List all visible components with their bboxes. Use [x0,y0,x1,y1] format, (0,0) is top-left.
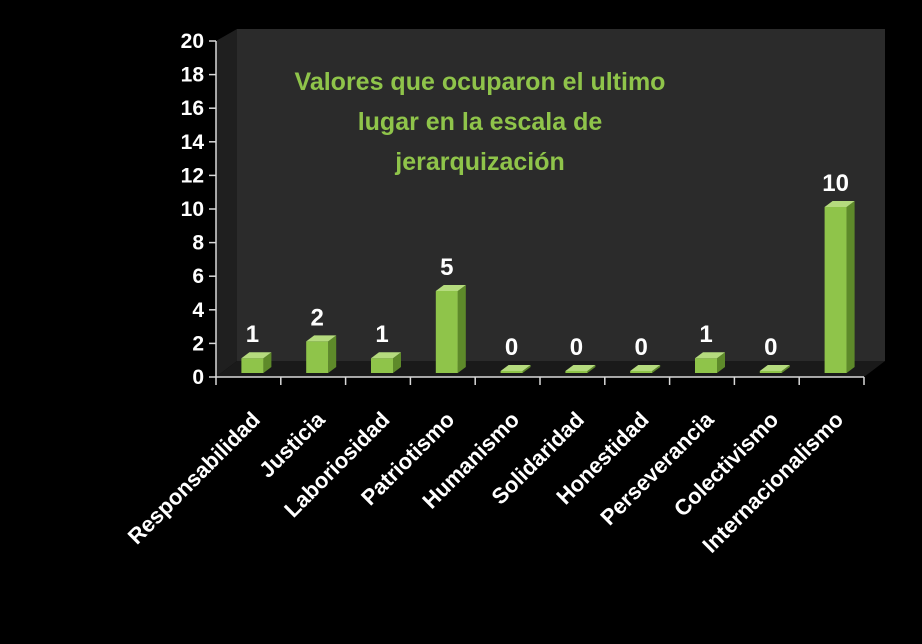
y-tick-label: 20 [181,30,204,53]
side-wall [216,29,237,377]
data-label: 0 [635,334,648,361]
data-label: 1 [699,321,712,348]
bar-side [263,352,272,373]
x-axis: ResponsabilidadJusticiaLaboriosidadPatri… [123,376,865,558]
x-tick-label: Perseverancia [595,406,719,530]
back-wall [237,29,885,361]
y-tick-label: 14 [181,131,205,154]
bar-front [630,371,653,373]
data-label: 0 [570,334,583,361]
y-tick-label: 12 [181,164,204,187]
bar-top [435,285,466,291]
bar-front [241,358,264,373]
y-tick-label: 6 [192,265,204,288]
bar [565,365,596,373]
y-tick-label: 16 [181,97,204,120]
data-label: 0 [505,334,518,361]
bar-side [393,352,401,373]
y-tick-label: 8 [192,232,204,255]
data-label: 5 [440,254,453,281]
bar-front [759,371,782,373]
bar-front [565,371,588,373]
bar-side [328,335,337,373]
bar-top [824,201,855,207]
bar-top [759,365,790,371]
bar-front [306,341,329,373]
bar-front [435,291,458,373]
bar-front [695,358,717,373]
bar-front [371,358,393,373]
bar-top [371,352,401,359]
y-tick-label: 0 [192,366,204,389]
chart-title: Valores que ocuparon el ultimo lugar en … [294,68,666,176]
bar-top [306,335,337,342]
data-label: 1 [246,321,259,348]
data-label: 10 [822,170,849,197]
bar-side [522,365,531,373]
data-label: 1 [375,321,388,348]
bar [630,365,661,373]
bar [500,365,531,373]
y-tick-label: 2 [192,332,204,355]
y-tick-label: 10 [181,198,204,221]
bar [695,352,725,373]
bar [824,201,855,373]
bar [759,365,790,373]
bar-front [500,371,523,373]
data-label: 0 [764,334,777,361]
y-tick-label: 18 [181,64,205,87]
y-axis: 0 2 4 6 8 10 12 14 16 18 20 [181,30,217,389]
bar-top [695,352,725,359]
bar-side [587,365,596,373]
data-label: 2 [311,304,324,331]
bar-top [565,365,596,371]
bar-side [717,352,725,373]
bar-side [457,285,466,373]
bar [241,352,272,373]
bar-top [500,365,531,371]
bar-side [781,365,790,373]
bar [371,352,401,373]
x-tick-label: Responsabilidad [123,407,265,549]
bar-top [241,352,272,359]
y-tick-label: 4 [192,299,204,322]
bar-side [652,365,661,373]
bar-front [824,207,847,373]
bar-side [846,201,855,373]
bar [435,285,466,373]
bar-top [630,365,661,371]
bar [306,335,337,373]
